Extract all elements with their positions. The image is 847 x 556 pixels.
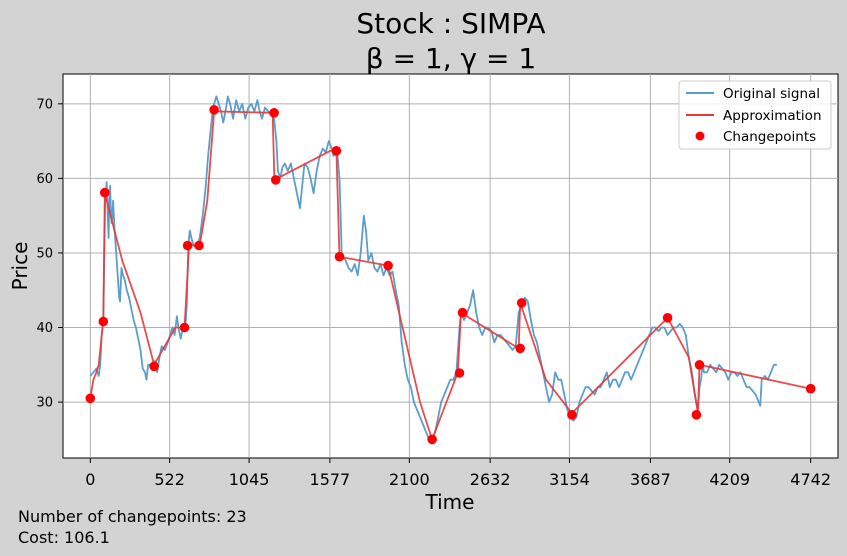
legend-changepoints-label: Changepoints	[723, 129, 816, 145]
chart-subtitle: β = 1, γ = 1	[366, 42, 536, 75]
x-tick-label: 1577	[310, 470, 351, 489]
changepoint-marker	[98, 316, 109, 327]
x-tick-label: 3154	[549, 470, 590, 489]
x-tick-label: 4742	[790, 470, 831, 489]
changepoint-marker	[691, 410, 702, 420]
x-tick-label: 2632	[470, 470, 511, 489]
x-tick-label: 522	[154, 470, 185, 489]
changepoint-marker	[85, 393, 96, 404]
x-tick-label: 3687	[630, 470, 671, 489]
x-axis-label: Time	[425, 490, 475, 514]
x-tick-label: 1045	[229, 470, 270, 489]
changepoint-marker	[270, 175, 281, 185]
changepoint-marker	[179, 322, 190, 333]
y-tick-label: 30	[36, 396, 53, 411]
y-tick-label: 70	[36, 97, 53, 112]
changepoint-marker	[182, 240, 193, 251]
changepoint-marker	[334, 251, 345, 262]
series-layer	[85, 95, 816, 445]
changepoints-count-text: Number of changepoints: 23	[18, 507, 247, 526]
x-tick-label: 4209	[709, 470, 750, 489]
changepoint-marker	[457, 307, 468, 318]
y-axis-label: Price	[8, 242, 32, 291]
changepoint-marker	[694, 360, 705, 370]
changepoint-marker	[516, 298, 527, 308]
y-tick-label: 60	[36, 172, 53, 187]
y-axis-ticks: 30 40 50 60 70	[36, 97, 63, 411]
changepoint-marker	[427, 434, 437, 445]
cost-text: Cost: 106.1	[18, 528, 110, 547]
x-tick-label: 2100	[389, 470, 430, 489]
changepoint-marker	[331, 146, 342, 156]
changepoint-marker	[383, 260, 393, 271]
changepoint-marker	[515, 343, 525, 354]
y-tick-label: 40	[36, 321, 53, 336]
changepoint-marker	[454, 368, 465, 378]
legend-signal-label: Original signal	[723, 86, 820, 102]
y-tick-label: 50	[36, 246, 53, 261]
changepoint-marker	[805, 383, 816, 394]
changepoint-marker	[567, 410, 577, 420]
chart-legend: Original signal Approximation Changepoin…	[678, 80, 832, 150]
legend-approximation-label: Approximation	[723, 108, 822, 124]
changepoint-marker	[269, 108, 279, 118]
changepoint-marker	[662, 313, 673, 323]
legend-changepoint-marker	[695, 131, 705, 141]
x-axis-ticks: 0 522 1045 1577 2100 2632 3154 3687 4209 4742	[85, 458, 831, 489]
changepoint-marker	[194, 240, 204, 251]
changepoint-marker	[100, 187, 110, 198]
changepoint-marker	[209, 105, 219, 115]
x-tick-label: 0	[85, 470, 95, 489]
changepoint-marker	[149, 361, 159, 372]
chart-title: Stock : SIMPA	[356, 7, 545, 40]
legend-box	[678, 80, 832, 150]
